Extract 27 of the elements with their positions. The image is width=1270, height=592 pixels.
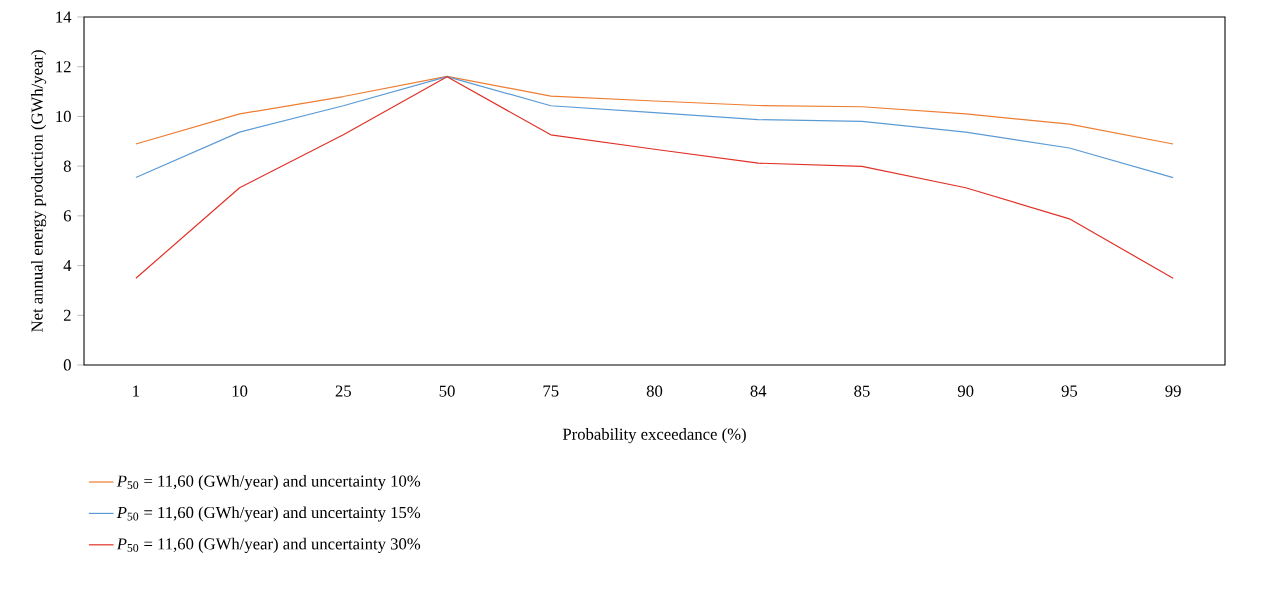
x-axis-title: Probability exceedance (%) bbox=[562, 428, 746, 444]
line-series bbox=[135, 76, 1174, 279]
x-tick-label: 75 bbox=[543, 385, 559, 397]
x-tick-label: 1 bbox=[133, 385, 140, 397]
y-tick-label: 4 bbox=[63, 260, 72, 272]
x-tick-label: 10 bbox=[232, 385, 248, 397]
x-tick-label: 99 bbox=[1165, 385, 1181, 397]
x-tick-label: 25 bbox=[335, 385, 351, 397]
y-axis-title: Net annual energy production (GWh/year) bbox=[30, 50, 47, 332]
x-tick-label: 80 bbox=[646, 385, 663, 397]
y-tick-label: 12 bbox=[56, 61, 71, 73]
x-tick-label: 84 bbox=[750, 385, 767, 397]
y-tick-label: 0 bbox=[63, 359, 71, 371]
x-tick-label: 85 bbox=[854, 385, 870, 397]
legend-label: P$_{50}$ = 11,60 (GWh/year) and uncertainty 30% bbox=[116, 537, 421, 553]
x-tick-label: 90 bbox=[957, 385, 974, 397]
x-tick-label: 95 bbox=[1061, 385, 1078, 397]
x-tick-label: 50 bbox=[439, 385, 455, 397]
legend-label: P$_{50}$ = 11,60 (GWh/year) and uncertainty 10% bbox=[116, 474, 421, 491]
y-tick-label: 14 bbox=[56, 11, 72, 23]
y-tick-label: 10 bbox=[56, 110, 71, 123]
y-tick-label: 6 bbox=[63, 210, 72, 222]
y-tick-label: 2 bbox=[63, 309, 71, 321]
line-series bbox=[135, 75, 1174, 145]
line-series bbox=[135, 76, 1174, 179]
y-tick-label: 8 bbox=[63, 160, 71, 172]
legend-label: P$_{50}$ = 11,60 (GWh/year) and uncertainty 15% bbox=[116, 506, 421, 522]
